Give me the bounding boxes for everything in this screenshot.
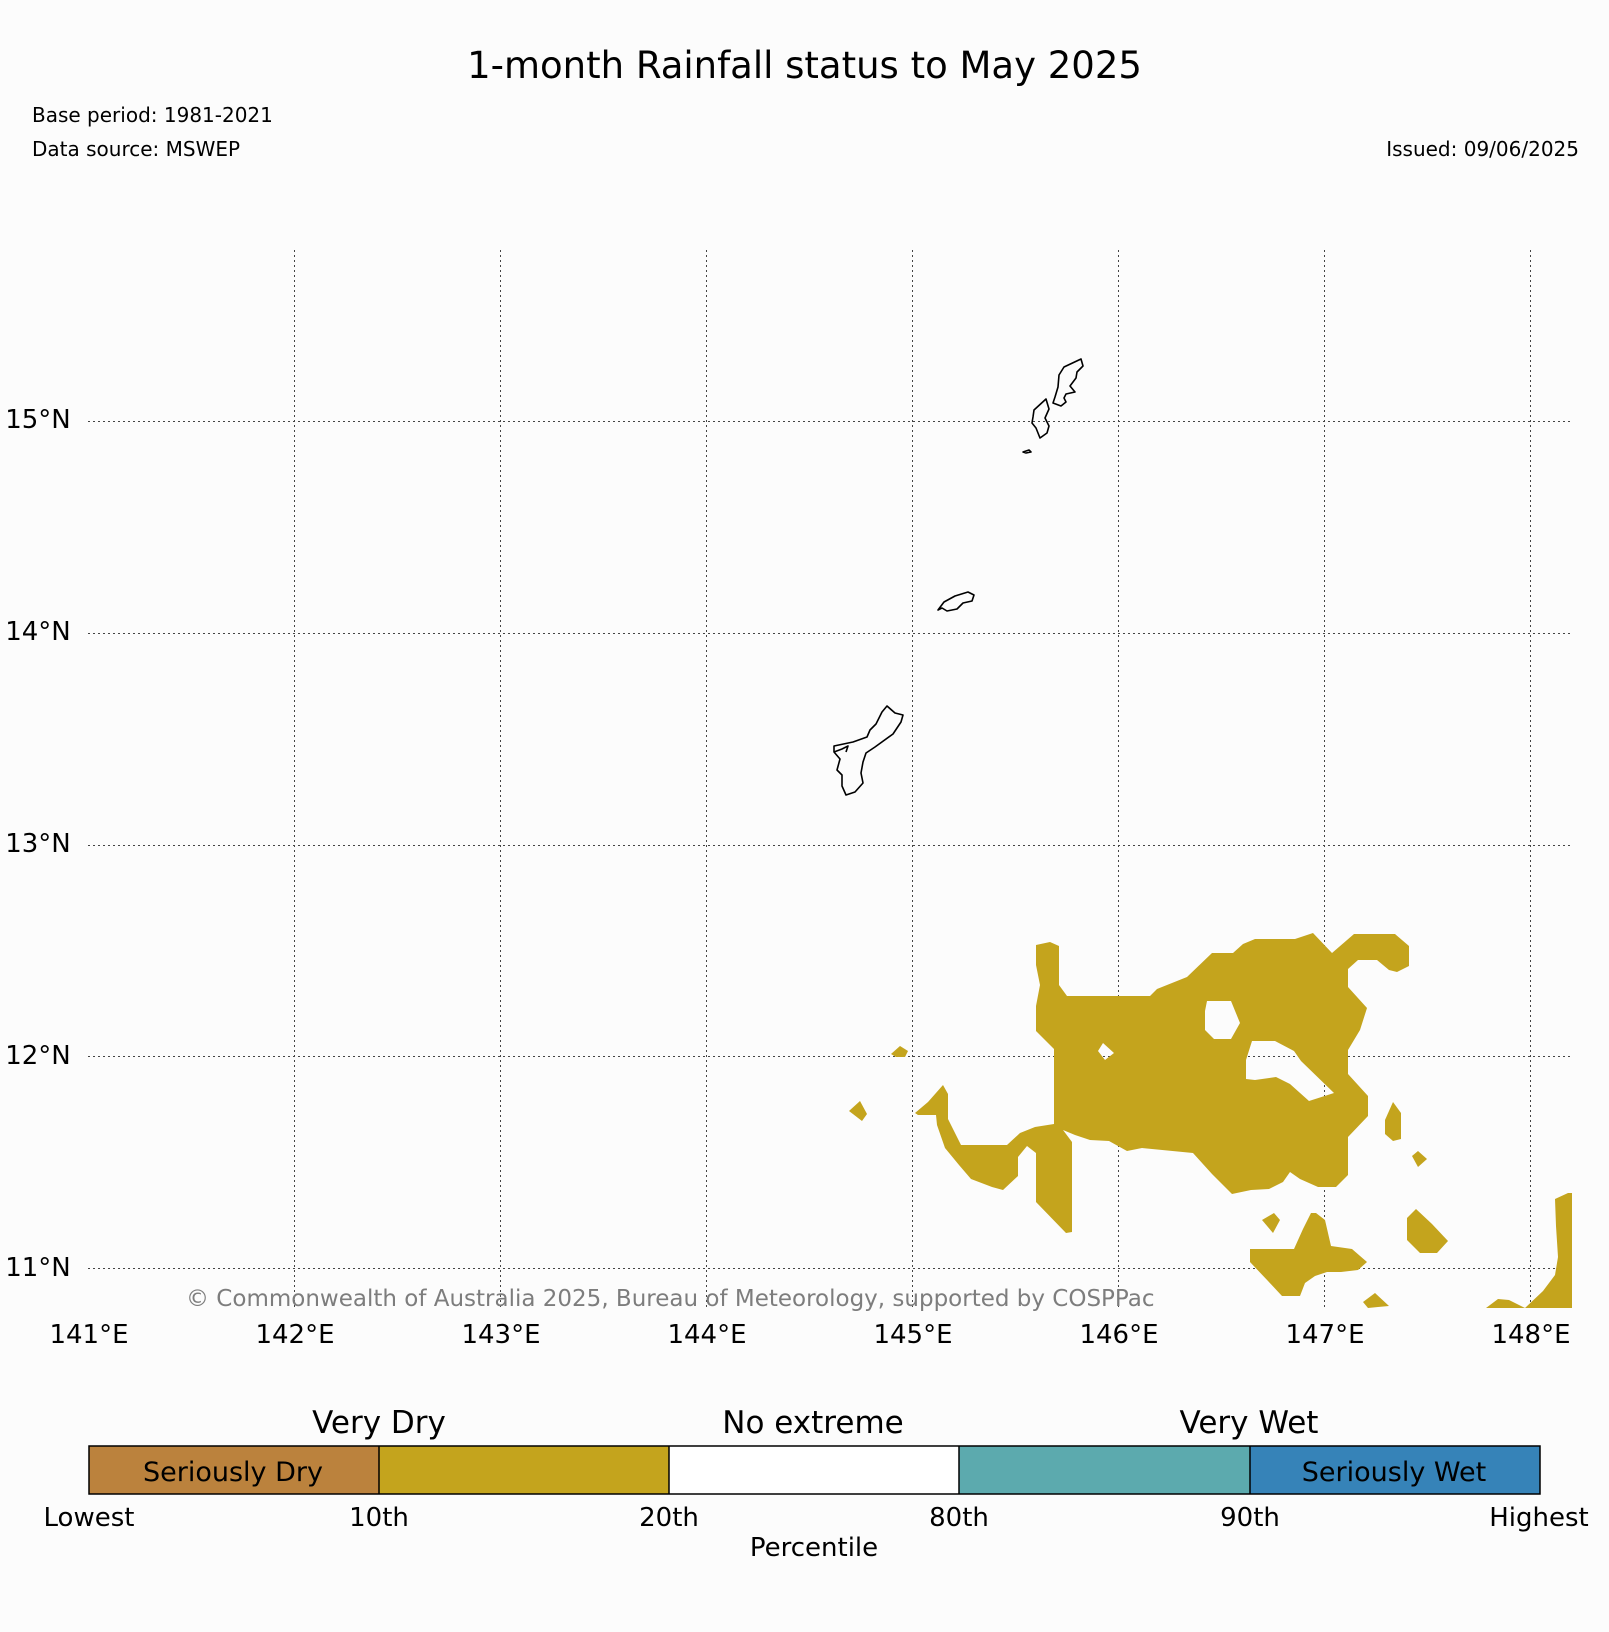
lon-label-146: 146°E [1079, 1320, 1158, 1350]
very-dry-area-small-1 [891, 1046, 908, 1057]
colorbar-very-dry [379, 1446, 669, 1494]
lat-label-13: 13°N [5, 829, 71, 859]
issued-date-label: Issued: 09/06/2025 [1386, 137, 1579, 161]
very-dry-area-small-2 [849, 1101, 867, 1121]
aguijan-coastline [1022, 449, 1032, 454]
lon-label-145: 145°E [873, 1320, 952, 1350]
colorbar-tick-80th: 80th [929, 1503, 989, 1533]
colorbar-label-seriously-wet: Seriously Wet [1302, 1457, 1486, 1488]
lat-label-15: 15°N [5, 405, 71, 435]
colorbar-outline [88, 1445, 1541, 1495]
very-dry-region [849, 933, 1572, 1308]
colorbar-legend: Very Dry No extreme Very Wet Seriously D… [44, 1405, 1589, 1563]
lon-label-144: 144°E [667, 1320, 746, 1350]
map-title: 1-month Rainfall status to May 2025 [467, 44, 1142, 87]
colorbar-tick-highest: Highest [1489, 1503, 1589, 1533]
colorbar-very-wet [959, 1446, 1250, 1494]
legend-category-very-dry: Very Dry [312, 1405, 446, 1441]
legend-category-very-wet: Very Wet [1180, 1405, 1319, 1441]
colorbar-tick-90th: 90th [1220, 1503, 1280, 1533]
colorbar-label-seriously-dry: Seriously Dry [143, 1457, 323, 1488]
colorbar-no-extreme [669, 1446, 959, 1494]
lon-label-142: 142°E [255, 1320, 334, 1350]
very-dry-area-small-4 [1412, 1151, 1427, 1167]
latitude-labels: 15°N 14°N 13°N 12°N 11°N [5, 405, 71, 1283]
lon-label-147: 147°E [1285, 1320, 1364, 1350]
longitude-labels: 141°E 142°E 143°E 144°E 145°E 146°E 147°… [49, 1320, 1570, 1350]
colorbar-seriously-dry [89, 1446, 379, 1494]
colorbar-tick-lowest: Lowest [44, 1503, 135, 1533]
very-dry-area-small-3 [1385, 1102, 1401, 1141]
guam-coastline [833, 705, 904, 796]
base-period-label: Base period: 1981-2021 [32, 103, 273, 127]
saipan-coastline [1052, 358, 1084, 407]
very-dry-area-small-5 [1262, 1213, 1280, 1233]
legend-category-no-extreme: No extreme [722, 1405, 903, 1441]
very-dry-area-small-8 [1407, 1209, 1448, 1253]
lon-label-148: 148°E [1491, 1320, 1570, 1350]
colorbar-tick-10th: 10th [349, 1503, 409, 1533]
map-graticule [88, 250, 1572, 1307]
lon-label-143: 143°E [461, 1320, 540, 1350]
very-dry-area-edge-east [1486, 1193, 1572, 1308]
data-source-label: Data source: MSWEP [32, 137, 241, 161]
guam-coastline-spur [833, 745, 849, 753]
colorbar-tick-20th: 20th [639, 1503, 699, 1533]
coastlines [833, 358, 1084, 796]
very-dry-area-small-7 [1363, 1293, 1389, 1308]
colorbar-axis-label: Percentile [750, 1533, 878, 1563]
lat-label-12: 12°N [5, 1041, 71, 1071]
rota-coastline [937, 591, 975, 612]
tinian-coastline [1031, 398, 1050, 439]
copyright-notice: © Commonwealth of Australia 2025, Bureau… [186, 1286, 1155, 1312]
very-dry-area-small-6 [1250, 1213, 1367, 1296]
lat-label-11: 11°N [5, 1253, 71, 1283]
very-dry-area-main [915, 933, 1409, 1233]
colorbar-seriously-wet [1250, 1446, 1540, 1494]
lat-label-14: 14°N [5, 617, 71, 647]
lon-label-141: 141°E [49, 1320, 128, 1350]
